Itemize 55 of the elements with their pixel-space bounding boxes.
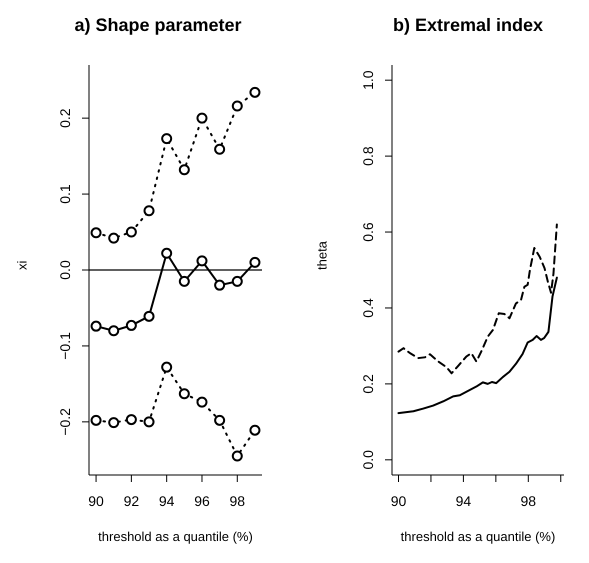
y-axis-title: xi	[14, 260, 30, 270]
point	[161, 133, 172, 144]
x-tick-label: 96	[194, 493, 210, 509]
x-tick-label: 94	[456, 493, 472, 509]
y-tick-label: 0.4	[360, 298, 376, 318]
y-tick-label: −0.1	[57, 332, 73, 360]
x-axis-title: threshold as a quantile (%)	[98, 529, 253, 544]
y-tick-label: 0.8	[360, 146, 376, 166]
point	[108, 325, 120, 336]
y-axis-title: theta	[314, 240, 330, 270]
y-tick-label: 1.0	[360, 70, 376, 90]
y-tick-label: 0.2	[57, 108, 73, 128]
y-tick-label: 0.1	[57, 184, 73, 204]
point	[196, 396, 208, 408]
x-tick-label: 92	[124, 493, 140, 509]
x-tick-label: 90	[390, 493, 406, 509]
x-tick-label: 90	[88, 493, 104, 509]
point	[126, 320, 137, 331]
point	[144, 205, 155, 216]
y-tick-label: 0.0	[360, 450, 376, 470]
point	[90, 227, 102, 238]
point	[161, 248, 172, 259]
x-tick-label: 94	[158, 493, 175, 509]
point	[214, 144, 226, 155]
point	[178, 164, 190, 176]
y-tick-label: 0.0	[57, 260, 73, 280]
point	[232, 276, 243, 287]
point	[249, 256, 260, 268]
point	[144, 310, 155, 322]
x-tick-label: 98	[229, 493, 246, 509]
y-tick-label: 0.6	[360, 222, 376, 242]
point	[196, 112, 208, 124]
chart-title: a) Shape parameter	[73, 14, 243, 37]
point	[108, 232, 120, 244]
point	[214, 414, 226, 426]
point	[232, 100, 243, 112]
y-tick-label: −0.2	[57, 408, 73, 436]
point	[144, 416, 155, 428]
x-tick-label: 98	[520, 493, 536, 509]
point	[214, 280, 226, 291]
point	[126, 226, 137, 238]
point	[90, 414, 102, 426]
point	[126, 414, 137, 426]
point	[178, 388, 190, 400]
point	[196, 255, 208, 266]
point	[161, 362, 172, 373]
y-tick-label: 0.2	[360, 374, 376, 394]
point	[232, 450, 243, 462]
point	[249, 86, 260, 98]
point	[108, 417, 120, 428]
point	[90, 320, 102, 332]
chart-title: b) Extremal index	[392, 14, 544, 37]
point	[178, 276, 190, 287]
x-axis-title: threshold as a quantile (%)	[400, 529, 556, 544]
point	[249, 424, 260, 436]
